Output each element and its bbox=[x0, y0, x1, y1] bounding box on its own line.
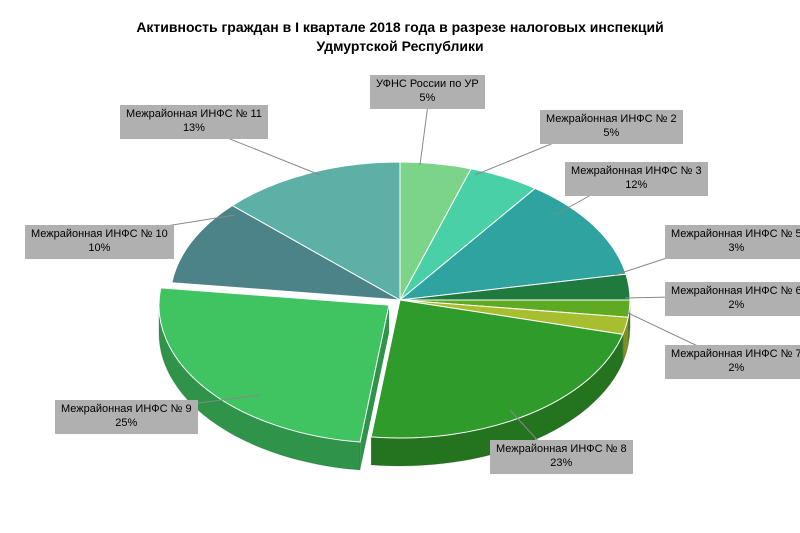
slice-label: Межрайонная ИНФС № 53% bbox=[665, 225, 800, 259]
slice-label-name: Межрайонная ИНФС № 6 bbox=[671, 285, 800, 299]
slice-label-value: 25% bbox=[61, 417, 192, 431]
slice-label: Межрайонная ИНФС № 25% bbox=[540, 110, 683, 144]
slice-label-value: 2% bbox=[671, 362, 800, 376]
slice-label: Межрайонная ИНФС № 312% bbox=[565, 162, 708, 196]
slice-label-value: 23% bbox=[496, 457, 627, 471]
slice-label-value: 3% bbox=[671, 242, 800, 256]
slice-label-value: 2% bbox=[671, 299, 800, 313]
slice-label: Межрайонная ИНФС № 62% bbox=[665, 282, 800, 316]
slice-label-value: 12% bbox=[571, 179, 702, 193]
slice-label: УФНС России по УР5% bbox=[370, 75, 485, 109]
slice-label-value: 5% bbox=[376, 92, 479, 106]
slice-label-name: Межрайонная ИНФС № 3 bbox=[571, 165, 702, 179]
slice-label-name: Межрайонная ИНФС № 10 bbox=[31, 228, 168, 242]
slice-label-value: 13% bbox=[126, 122, 262, 136]
slice-label: Межрайонная ИНФС № 823% bbox=[490, 440, 633, 474]
slice-label-value: 5% bbox=[546, 127, 677, 141]
slice-label-name: Межрайонная ИНФС № 5 bbox=[671, 228, 800, 242]
slice-label-value: 10% bbox=[31, 242, 168, 256]
slice-label-name: УФНС России по УР bbox=[376, 78, 479, 92]
slice-label-name: Межрайонная ИНФС № 8 bbox=[496, 443, 627, 457]
slice-label-name: Межрайонная ИНФС № 11 bbox=[126, 108, 262, 122]
slice-label: Межрайонная ИНФС № 1113% bbox=[120, 105, 268, 139]
slice-label-name: Межрайонная ИНФС № 7 bbox=[671, 348, 800, 362]
slice-label-name: Межрайонная ИНФС № 9 bbox=[61, 403, 192, 417]
slice-label-name: Межрайонная ИНФС № 2 bbox=[546, 113, 677, 127]
slice-label: Межрайонная ИНФС № 72% bbox=[665, 345, 800, 379]
slice-label: Межрайонная ИНФС № 925% bbox=[55, 400, 198, 434]
slice-label: Межрайонная ИНФС № 1010% bbox=[25, 225, 174, 259]
